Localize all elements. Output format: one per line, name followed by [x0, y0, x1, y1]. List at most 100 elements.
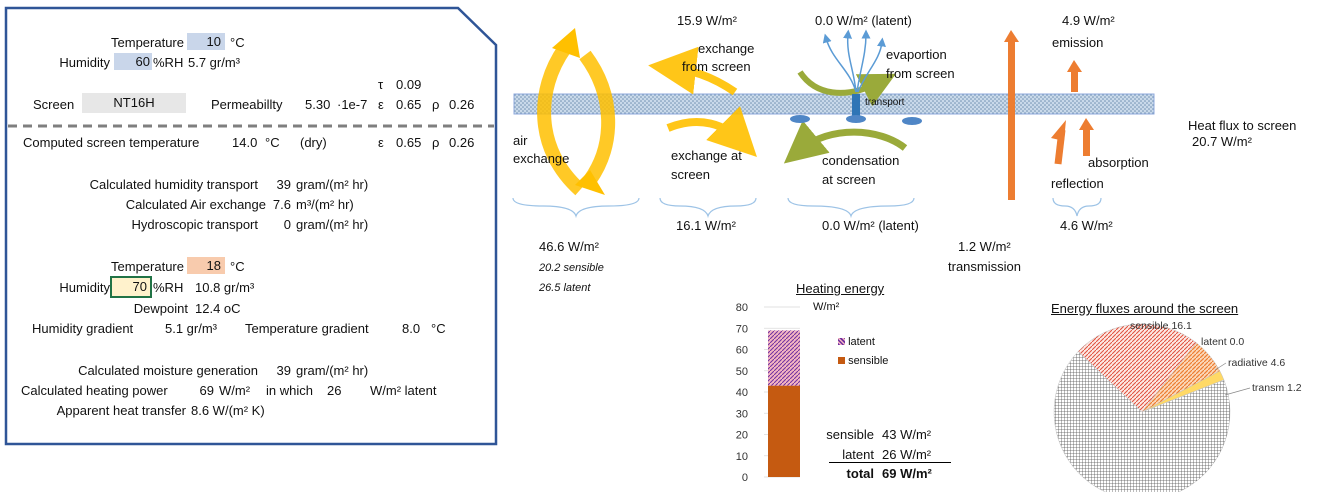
summary-total-value: 69 W/m²: [882, 466, 932, 481]
heat-transfer-value: 8.6 W/(m² K): [191, 403, 265, 418]
screen-select[interactable]: NT16H: [82, 93, 186, 113]
legend-sensible: sensible: [838, 355, 888, 367]
panel-frame: [4, 6, 498, 446]
summary-latent-value: 26 W/m²: [882, 447, 932, 462]
radiation-arrows: [1004, 30, 1094, 200]
heating-power-value: 69: [199, 383, 214, 398]
legend-latent-swatch: [838, 338, 845, 345]
inner-temperature-input[interactable]: 18: [187, 257, 225, 274]
bar-chart-title: Heating energy: [796, 281, 885, 296]
exchange-from-screen-arrow: [648, 46, 738, 96]
bar-chart-ylabel: W/m²: [813, 301, 840, 313]
outer-humidity-label: Humidity: [59, 55, 110, 70]
hydroscopic-label: Hydroscopic transport: [131, 217, 258, 232]
outer-temperature-unit: °C: [230, 35, 245, 50]
air-exchange-value: 7.6: [272, 197, 291, 212]
computed-epsilon-label: ε: [378, 135, 384, 150]
tau-label: τ: [378, 77, 384, 92]
y-tick-label: 0: [742, 472, 748, 484]
y-tick-label: 40: [736, 387, 748, 399]
exchange-from-screen-line2: from screen: [682, 59, 751, 74]
transmission-label: transmission: [948, 259, 1021, 274]
heat-flux-label: Heat flux to screen: [1188, 118, 1297, 133]
air-exchange-unit: m³/(m² hr): [296, 197, 354, 212]
outer-humidity-input[interactable]: 60: [114, 53, 152, 70]
outer-abs-humidity: 5.7 gr/m³: [188, 55, 241, 70]
inner-humidity-unit: %RH: [153, 280, 184, 295]
inner-abs-humidity: 10.8 gr/m³: [195, 280, 255, 295]
hydroscopic-unit: gram/(m² hr): [296, 217, 369, 232]
air-exchange-label: Calculated Air exchange: [125, 197, 266, 212]
bar-chart-plot: 0 10 20 30 40 50 60 70 80: [736, 302, 800, 484]
moisture-generation-value: 39: [276, 363, 291, 378]
humidity-transport-unit: gram/(m² hr): [296, 177, 369, 192]
summary-sensible-value: 43 W/m²: [882, 427, 932, 442]
exchange-from-screen-line1: exchange: [698, 41, 755, 56]
exchange-at-screen-line2: screen: [671, 167, 711, 182]
hydroscopic-value: 0: [283, 217, 291, 232]
exchange-at-screen-line1: exchange at: [671, 148, 742, 163]
y-tick-label: 10: [736, 451, 748, 463]
bottom-exchange-value: 16.1 W/m²: [676, 218, 736, 233]
transmission-value: 1.2 W/m²: [958, 239, 1011, 254]
reflection-label: reflection: [1051, 176, 1104, 191]
summary-latent-label: latent: [842, 447, 874, 462]
y-tick-label: 20: [736, 430, 748, 442]
pie-slice-label: transm 1.2: [1252, 382, 1302, 394]
tau-value: 0.09: [396, 77, 422, 92]
y-tick-label: 30: [736, 408, 748, 420]
top-exchange-value: 15.9 W/m²: [677, 13, 737, 28]
legend-latent-label: latent: [848, 336, 875, 348]
top-emission-value: 4.9 W/m²: [1062, 13, 1115, 28]
inner-temperature-label: Temperature: [111, 259, 184, 274]
heating-power-label: Calculated heating power: [21, 383, 168, 398]
humidity-transport-value: 39: [276, 177, 291, 192]
pie-slice: [1077, 323, 1197, 413]
pie-slice-label: latent 0.0: [1201, 336, 1244, 348]
moisture-generation-label: Calculated moisture generation: [78, 363, 258, 378]
leader-line: [1214, 362, 1227, 371]
latent-power-value: 26: [327, 383, 342, 398]
y-tick-label: 70: [736, 323, 748, 335]
screen-temp-value: 14.0: [232, 135, 258, 150]
epsilon-value: 0.65: [396, 97, 422, 112]
inner-humidity-input[interactable]: 70: [110, 276, 152, 298]
computed-epsilon-value: 0.65: [396, 135, 422, 150]
temperature-gradient-unit: °C: [431, 321, 446, 336]
permeability-exponent: ·1e-7: [337, 97, 368, 112]
air-exchange-arrow: [537, 28, 616, 196]
condensation-line1: condensation: [822, 153, 900, 168]
droplets: [790, 115, 922, 125]
bottom-latent-value: 0.0 W/m² (latent): [822, 218, 919, 233]
exchange-at-screen-arrow: [666, 106, 757, 157]
temperature-gradient-label: Temperature gradient: [245, 321, 369, 336]
inner-temperature-unit: °C: [230, 259, 245, 274]
rho-value: 0.26: [449, 97, 475, 112]
moisture-generation-unit: gram/(m² hr): [296, 363, 369, 378]
legend-latent: latent: [838, 336, 875, 348]
temperature-gradient-value: 8.0: [402, 321, 421, 336]
permeability-label: Permeabillty: [211, 97, 283, 112]
air-latent: 26.5 latent: [539, 282, 591, 294]
transport-label: transport: [865, 97, 905, 108]
y-tick-label: 80: [736, 302, 748, 314]
outer-temperature-input[interactable]: 10: [187, 33, 225, 50]
bottom-reflection-value: 4.6 W/m²: [1060, 218, 1113, 233]
transport-column: [852, 94, 860, 116]
computed-rho-label: ρ: [432, 135, 440, 150]
heating-power-unit: W/m²: [219, 383, 251, 398]
screen-temp-note: (dry): [300, 135, 327, 150]
legend-sensible-swatch: [838, 357, 845, 364]
latent-power-unit: W/m² latent: [370, 383, 437, 398]
condensation-arrow: [783, 120, 908, 164]
humidity-gradient-value: 5.1 gr/m³: [165, 321, 218, 336]
air-exchange-line1: air: [513, 133, 528, 148]
humidity-gradient-label: Humidity gradient: [32, 321, 134, 336]
pie-slice-label: radiative 4.6: [1228, 357, 1285, 369]
screen-temp-label: Computed screen temperature: [23, 135, 200, 150]
pie-slice-label: sensible 16.1: [1130, 320, 1192, 332]
summary-total-label: total: [846, 466, 874, 481]
legend-sensible-label: sensible: [848, 355, 889, 367]
summary-divider: [829, 462, 951, 463]
